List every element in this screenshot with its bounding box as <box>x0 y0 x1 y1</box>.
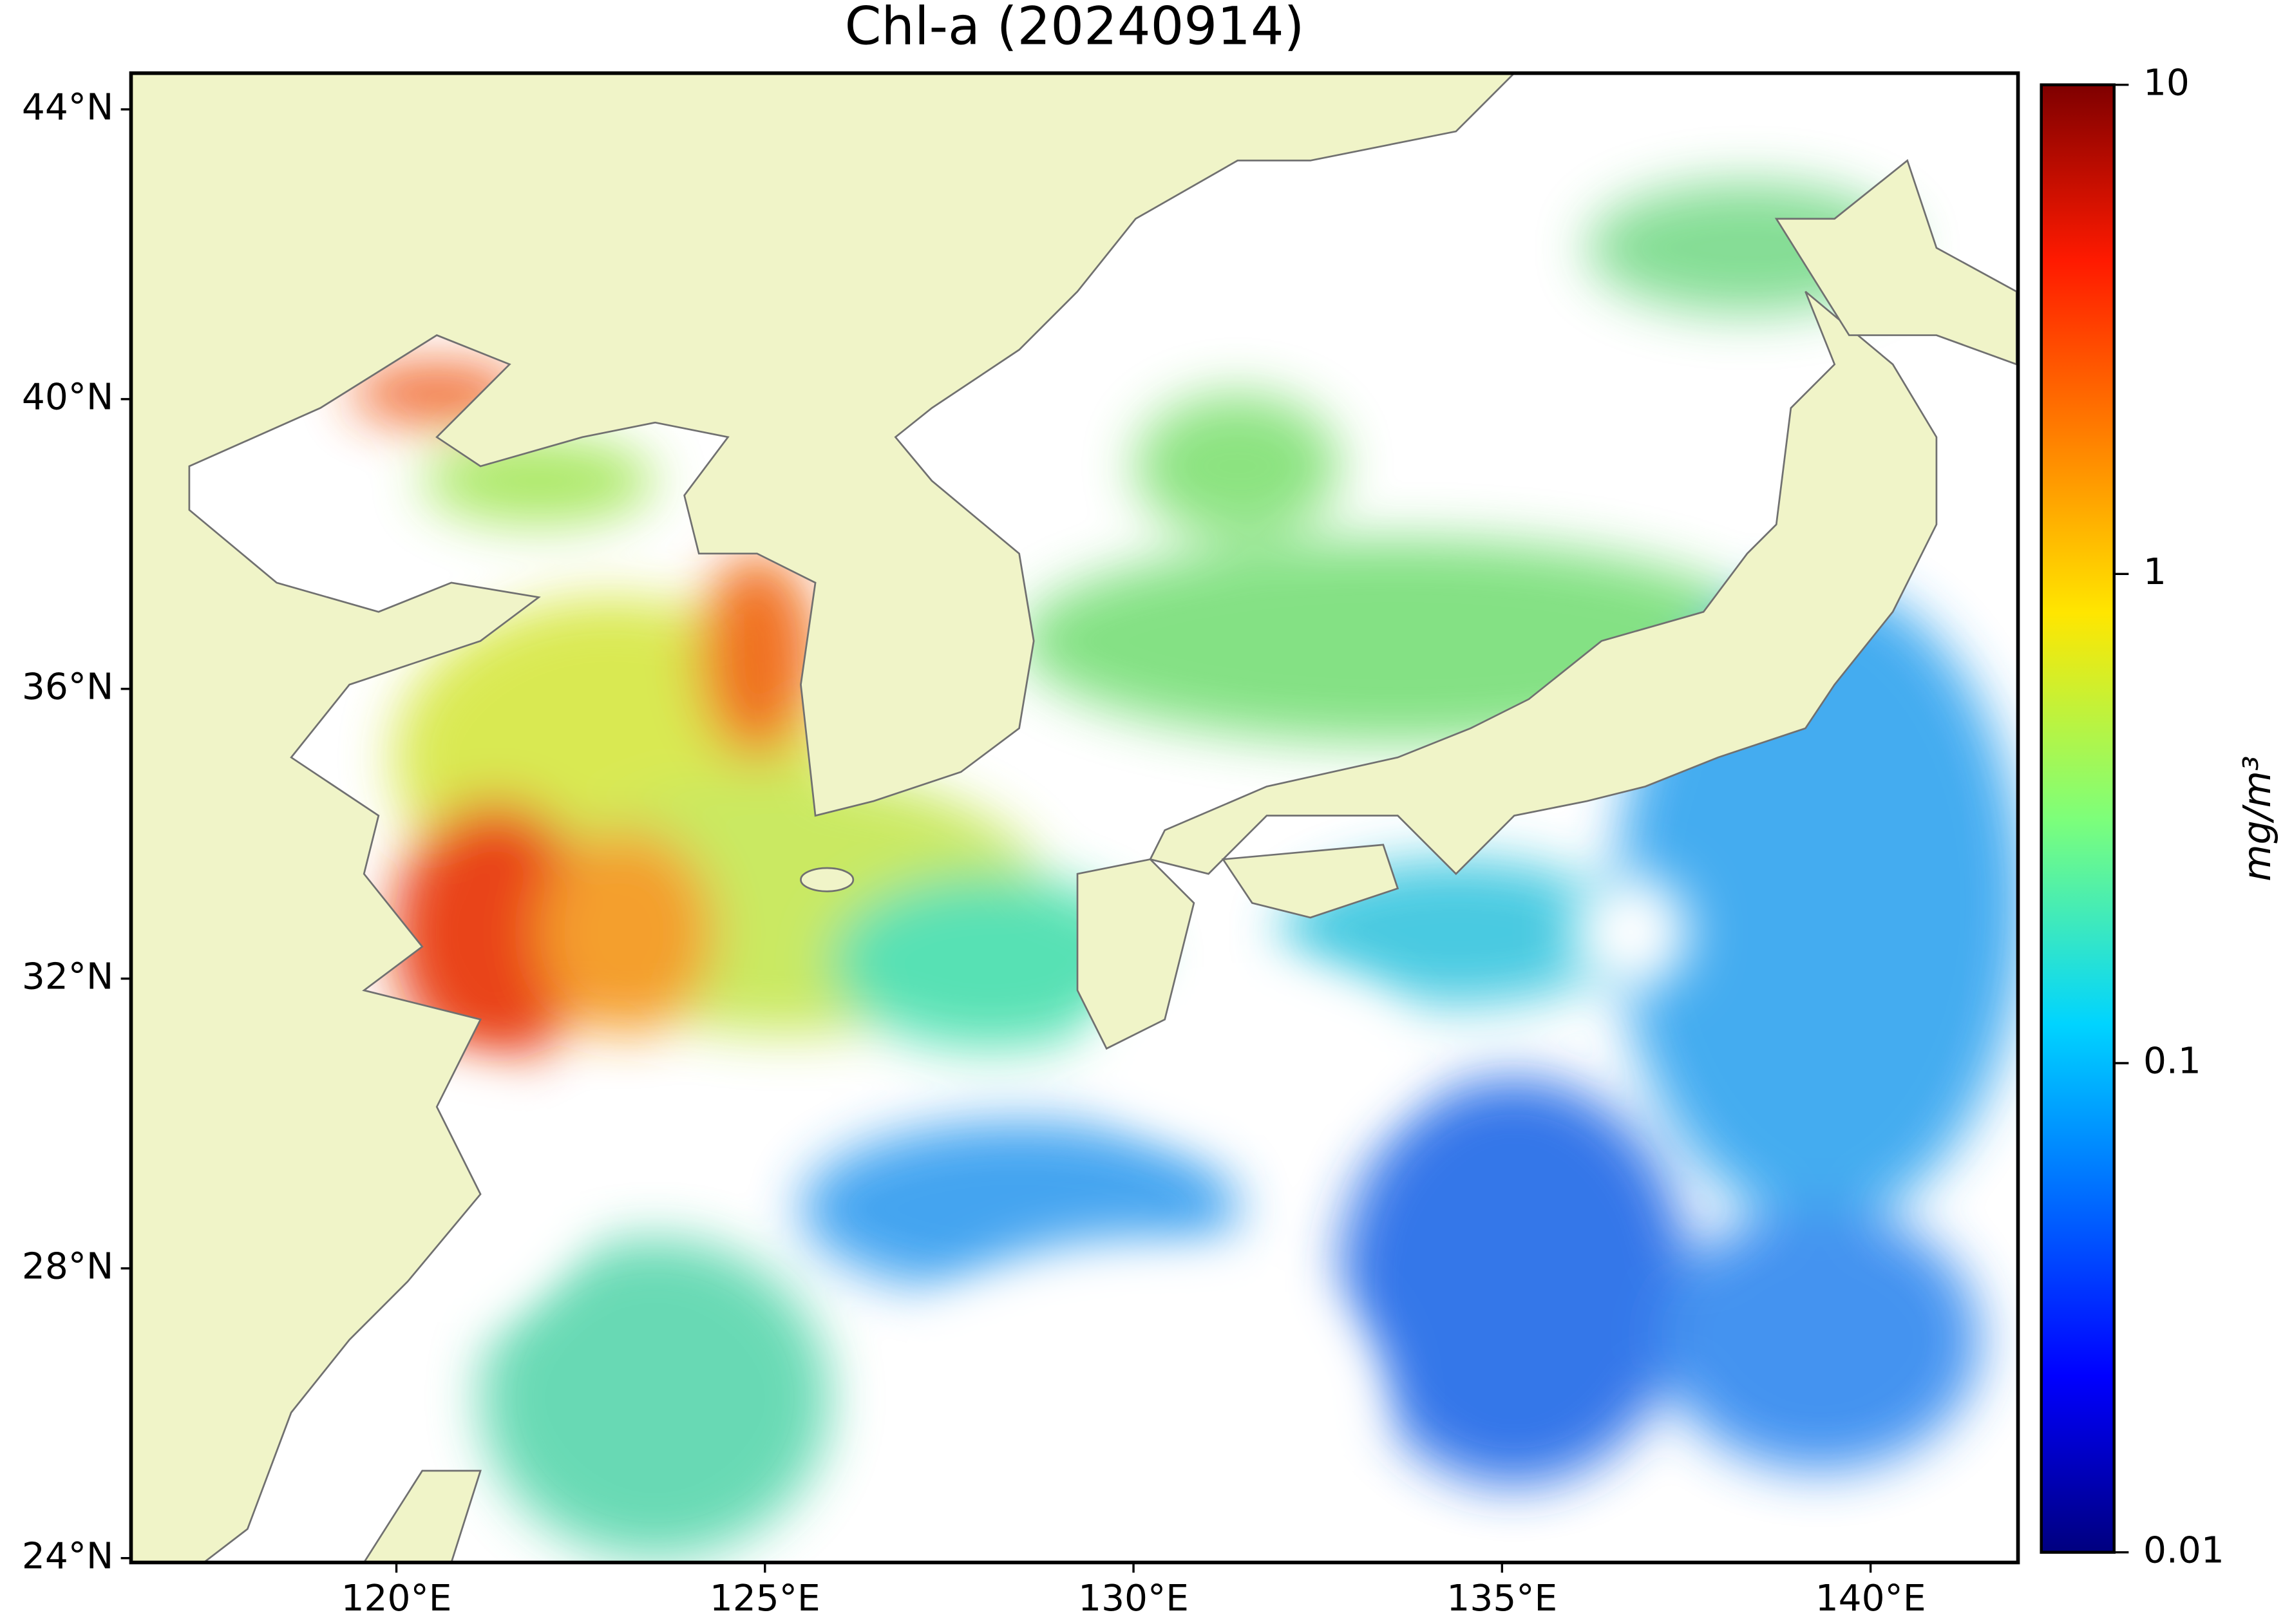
x-tick-label: 140°E <box>1815 1578 1926 1619</box>
x-tick-label: 120°E <box>341 1578 452 1619</box>
colorbar-tick-label: 0.01 <box>2143 1529 2224 1571</box>
y-tick-label: 36°N <box>22 666 113 708</box>
map-frame <box>129 71 2020 1565</box>
colorbar <box>2040 83 2116 1554</box>
colorbar-tick-label: 1 <box>2143 551 2166 593</box>
x-tick-label: 135°E <box>1446 1578 1557 1619</box>
x-tick-label: 125°E <box>710 1578 820 1619</box>
colorbar-tick-label: 10 <box>2143 62 2190 104</box>
map-image <box>131 73 2018 1563</box>
y-tick-label: 24°N <box>22 1535 113 1577</box>
y-tick-label: 32°N <box>22 956 113 997</box>
x-tick-label: 130°E <box>1078 1578 1189 1619</box>
y-tick-label: 40°N <box>22 376 113 418</box>
colorbar-tick-label: 0.1 <box>2143 1041 2201 1082</box>
chart-title: Chl-a (20240914) <box>845 0 1305 57</box>
y-tick-label: 28°N <box>22 1245 113 1287</box>
y-tick-label: 44°N <box>22 86 113 128</box>
colorbar-label: mg/m³ <box>2235 756 2279 882</box>
